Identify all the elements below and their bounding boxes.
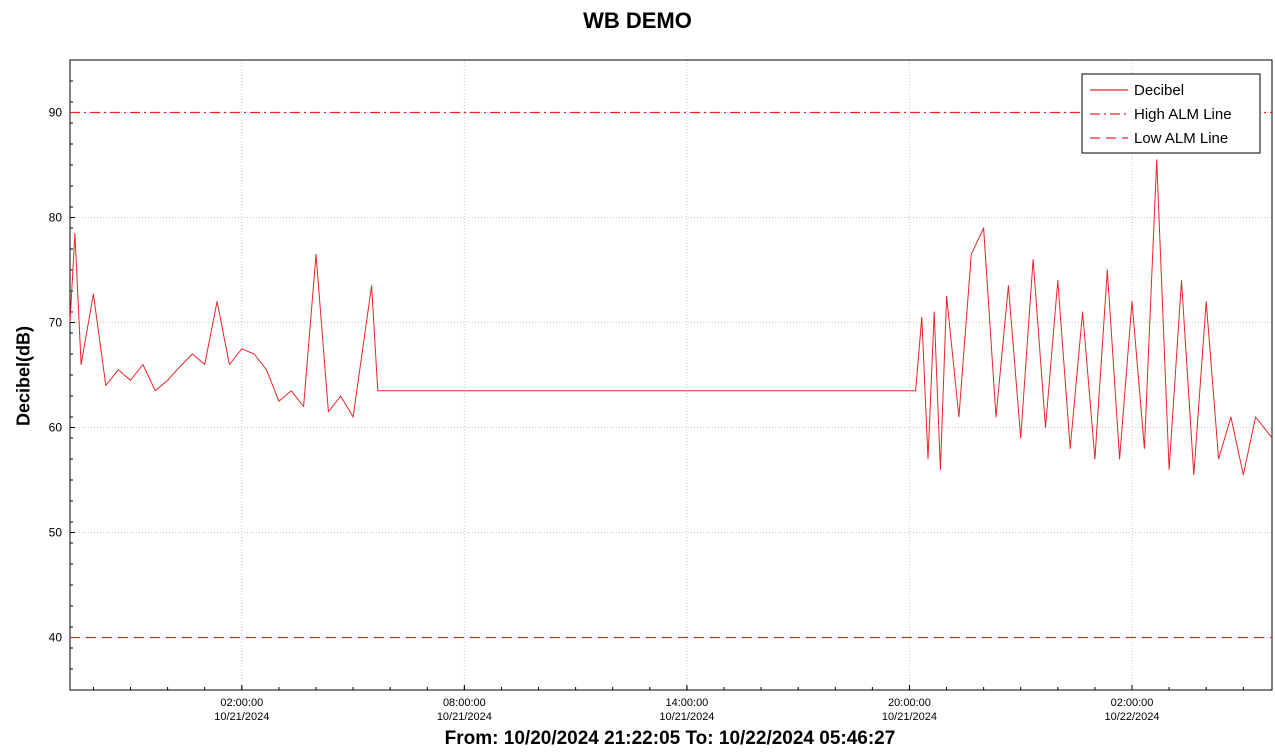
y-tick-label: 40 [49, 631, 63, 645]
plot-frame [69, 59, 1273, 691]
x-tick-label-time: 20:00:00 [888, 697, 931, 709]
x-tick-label-time: 02:00:00 [1111, 697, 1154, 709]
legend-label: Low ALM Line [1134, 130, 1228, 147]
x-tick-label-date: 10/21/2024 [659, 711, 714, 723]
x-tick-label-date: 10/22/2024 [1104, 711, 1159, 723]
x-axis-label: From: 10/20/2024 21:22:05 To: 10/22/2024… [444, 728, 896, 749]
y-tick-label: 90 [49, 106, 63, 120]
legend-label: High ALM Line [1134, 106, 1232, 123]
y-tick-label: 50 [49, 526, 63, 540]
x-tick-label-date: 10/21/2024 [214, 711, 269, 723]
y-tick-label: 60 [49, 421, 63, 435]
x-tick-label-time: 14:00:00 [665, 697, 708, 709]
decibel-series-line [69, 159, 1273, 476]
y-tick-label: 70 [49, 316, 63, 330]
x-tick-label-date: 10/21/2024 [882, 711, 937, 723]
x-tick-label-time: 02:00:00 [220, 697, 263, 709]
chart-title: WB DEMO [583, 8, 692, 33]
legend-label: Decibel [1134, 82, 1184, 99]
x-tick-label-date: 10/21/2024 [437, 711, 492, 723]
x-tick-label-time: 08:00:00 [443, 697, 486, 709]
y-tick-label: 80 [49, 211, 63, 225]
